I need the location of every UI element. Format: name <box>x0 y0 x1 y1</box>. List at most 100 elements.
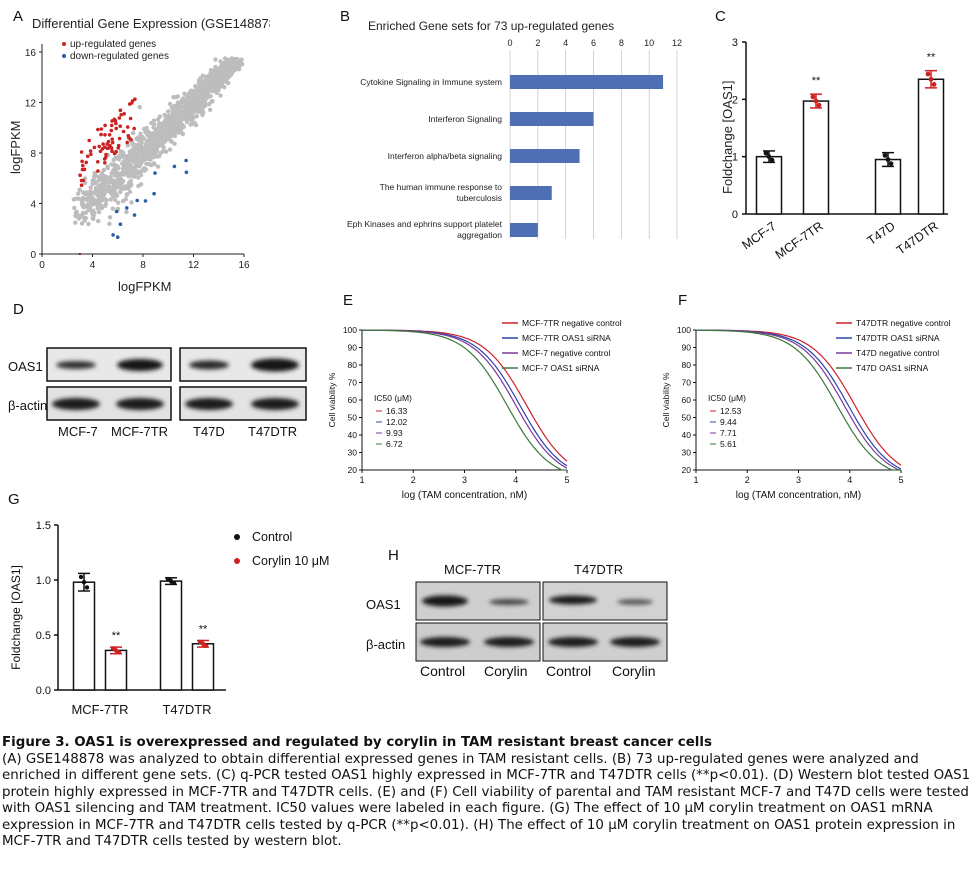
scatter-point-up <box>116 143 121 148</box>
dose-legend-label: MCF-7 negative control <box>522 348 610 358</box>
scatter-point <box>130 130 136 136</box>
scatter-point <box>203 102 209 107</box>
scatter-point-up <box>103 133 107 137</box>
panel-c-bar <box>917 78 945 215</box>
dose-ic50-value: 9.44 <box>720 417 737 427</box>
scatter-point <box>82 205 87 210</box>
scatter-point <box>96 183 102 188</box>
scatter-point <box>214 70 219 75</box>
dose-xtick-label: 4 <box>513 475 518 485</box>
scatter-point <box>129 200 134 205</box>
scatter-point <box>110 206 116 211</box>
scatter-point <box>161 145 166 150</box>
scatter-point <box>103 175 108 180</box>
scatter-point <box>105 166 111 171</box>
panel-g-ytick-label: 1.0 <box>36 575 51 587</box>
panel-label-d: D <box>13 301 24 318</box>
scatter-point <box>90 181 95 187</box>
scatter-point <box>102 190 107 195</box>
panel-c-bar <box>874 158 902 215</box>
scatter-point <box>172 103 177 109</box>
panel-g-legend-corylin-label: Corylin 10 μM <box>252 554 329 568</box>
scatter-point-down <box>143 199 148 203</box>
panel-b-xtick-label: 4 <box>563 38 568 48</box>
scatter-point-up <box>78 173 82 177</box>
scatter-point <box>77 187 82 192</box>
scatter-point-down <box>132 213 137 217</box>
scatter-point <box>150 131 155 136</box>
panel-b-category-label: tuberculosis <box>457 193 502 203</box>
scatter-point <box>93 188 98 194</box>
scatter-point <box>221 70 226 75</box>
scatter-point <box>155 117 161 122</box>
scatter-point-up <box>102 145 107 150</box>
scatter-point-up <box>118 108 123 113</box>
dose-ic50-value: 12.53 <box>720 406 742 416</box>
panel-c-data-point <box>769 157 775 163</box>
scatter-point-up <box>81 163 85 168</box>
panel-c-significance: ** <box>812 75 821 87</box>
scatter-point <box>172 128 177 134</box>
panel-c-data-point <box>766 154 772 160</box>
scatter-point-down <box>135 198 139 203</box>
scatter-point <box>222 85 227 90</box>
scatter-point-up <box>96 127 100 132</box>
scatter-point <box>151 125 156 130</box>
scatter-point <box>184 98 189 103</box>
panel-b-category-label: Interferon alpha/beta signaling <box>388 151 503 161</box>
figure-caption: Figure 3. OAS1 is overexpressed and regu… <box>2 735 972 851</box>
panel-c-xtick-label: T47D <box>865 219 898 248</box>
scatter-point-up <box>132 126 136 131</box>
scatter-point <box>189 102 194 107</box>
scatter-point <box>184 115 189 121</box>
scatter-point-up <box>129 101 134 105</box>
scatter-point <box>202 87 208 92</box>
scatter-point <box>95 202 100 208</box>
scatter-point <box>230 69 235 74</box>
panel-label-c: C <box>715 8 726 25</box>
scatter-point <box>125 143 131 148</box>
panel-g-ytick-label: 1.5 <box>36 520 51 532</box>
scatter-point-up <box>101 142 105 146</box>
scatter-point <box>174 122 179 128</box>
scatter-point-down <box>184 158 188 163</box>
scatter-point-down <box>184 170 189 175</box>
scatter-point <box>146 155 152 160</box>
dose-ytick-label: 50 <box>682 413 692 423</box>
scatter-point-up <box>110 119 114 123</box>
scatter-point <box>110 193 116 198</box>
dose-ytick-label: 80 <box>348 360 358 370</box>
scatter-point <box>118 149 124 154</box>
scatter-point <box>192 98 197 104</box>
scatter-point-up <box>119 113 123 117</box>
scatter-point <box>165 129 171 134</box>
scatter-point <box>75 213 81 218</box>
scatter-point <box>90 215 95 221</box>
scatter-point <box>101 167 107 173</box>
scatter-point <box>116 154 121 159</box>
scatter-point <box>139 140 144 145</box>
scatter-point <box>118 180 124 185</box>
panel-c-data-point <box>882 153 888 158</box>
dose-ytick-label: 90 <box>682 343 692 353</box>
panel-b-category-label: The human immune response to <box>380 182 503 192</box>
panel-a-xtick-label: 0 <box>39 260 45 271</box>
scatter-point-up <box>117 136 122 141</box>
scatter-point <box>186 92 191 98</box>
scatter-point <box>113 182 119 187</box>
panel-g-bar <box>159 580 183 691</box>
scatter-point <box>71 197 76 202</box>
dose-ytick-label: 20 <box>348 465 358 475</box>
scatter-point <box>226 70 232 75</box>
scatter-point <box>108 197 113 202</box>
scatter-point-up <box>84 160 88 165</box>
scatter-point <box>116 200 121 205</box>
scatter-point <box>88 202 94 207</box>
scatter-point <box>90 208 96 213</box>
scatter-point-up <box>96 169 100 173</box>
dose-ytick-label: 40 <box>348 430 358 440</box>
panel-c-ytick-label: 1 <box>732 152 738 164</box>
panel-b-xtick-label: 12 <box>672 38 682 48</box>
dose-ic50-value: 5.61 <box>720 439 737 449</box>
scatter-point <box>147 148 152 153</box>
